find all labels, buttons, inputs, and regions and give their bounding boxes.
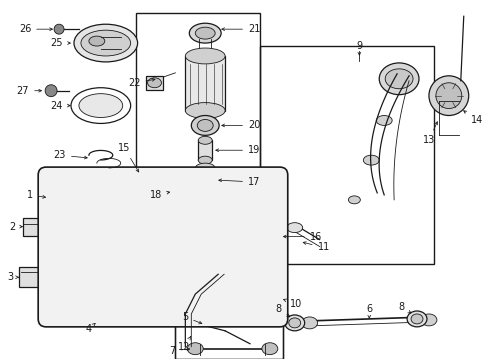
Ellipse shape <box>116 266 196 322</box>
Ellipse shape <box>348 196 360 204</box>
Text: 4: 4 <box>86 323 95 334</box>
Text: 1: 1 <box>27 190 46 200</box>
Bar <box>136 13 260 202</box>
Text: 16: 16 <box>283 231 322 242</box>
Text: 10: 10 <box>284 299 302 309</box>
Text: 26: 26 <box>19 24 52 34</box>
Text: 8: 8 <box>276 304 290 317</box>
Ellipse shape <box>198 156 212 164</box>
Text: 25: 25 <box>50 38 71 48</box>
Text: 9: 9 <box>356 41 363 55</box>
Ellipse shape <box>79 94 122 117</box>
Text: 12: 12 <box>178 337 191 352</box>
Bar <box>169 182 188 200</box>
Ellipse shape <box>81 30 131 56</box>
Ellipse shape <box>376 116 392 125</box>
Ellipse shape <box>196 191 215 201</box>
Ellipse shape <box>166 214 185 226</box>
Ellipse shape <box>74 24 138 62</box>
Ellipse shape <box>363 155 379 165</box>
Text: 20: 20 <box>222 121 260 130</box>
Ellipse shape <box>189 23 221 43</box>
Ellipse shape <box>185 48 225 64</box>
Text: 8: 8 <box>398 302 411 313</box>
Ellipse shape <box>379 63 419 95</box>
Ellipse shape <box>302 317 318 329</box>
Text: 3: 3 <box>7 272 19 282</box>
Text: 14: 14 <box>464 111 483 126</box>
Ellipse shape <box>45 85 57 96</box>
Text: 27: 27 <box>17 86 42 96</box>
Ellipse shape <box>54 24 64 34</box>
Ellipse shape <box>147 78 162 88</box>
Ellipse shape <box>385 69 413 89</box>
Ellipse shape <box>289 318 301 328</box>
Bar <box>185 56 225 111</box>
Bar <box>171 184 186 198</box>
Ellipse shape <box>197 120 213 131</box>
Bar <box>146 76 164 90</box>
Bar <box>23 218 45 235</box>
Bar <box>59 260 74 271</box>
Text: 6: 6 <box>366 304 372 318</box>
Ellipse shape <box>134 279 177 309</box>
Ellipse shape <box>196 27 215 39</box>
Ellipse shape <box>89 36 105 46</box>
Text: 21: 21 <box>222 24 260 34</box>
Ellipse shape <box>87 197 115 213</box>
Ellipse shape <box>421 314 437 326</box>
Ellipse shape <box>429 76 469 116</box>
Bar <box>190 294 206 306</box>
Ellipse shape <box>157 210 193 230</box>
Ellipse shape <box>196 163 215 173</box>
Ellipse shape <box>198 136 212 144</box>
FancyBboxPatch shape <box>38 167 288 327</box>
Ellipse shape <box>407 311 427 327</box>
Ellipse shape <box>287 223 303 233</box>
Bar <box>196 168 215 196</box>
Ellipse shape <box>123 274 187 314</box>
Text: 22: 22 <box>128 78 155 88</box>
Bar <box>198 140 212 160</box>
Text: 18: 18 <box>150 190 170 200</box>
Ellipse shape <box>185 103 225 118</box>
Ellipse shape <box>187 343 203 355</box>
Bar <box>260 46 434 264</box>
Bar <box>79 304 97 318</box>
Ellipse shape <box>285 315 305 331</box>
Text: 13: 13 <box>423 122 438 145</box>
Bar <box>89 307 109 323</box>
Bar <box>175 247 283 359</box>
Ellipse shape <box>191 116 219 135</box>
Text: 5: 5 <box>182 312 202 324</box>
Text: 23: 23 <box>53 150 87 160</box>
Ellipse shape <box>79 193 122 217</box>
Bar <box>56 239 72 251</box>
Ellipse shape <box>262 343 278 355</box>
Ellipse shape <box>411 314 423 324</box>
Text: 15: 15 <box>118 143 139 172</box>
Bar <box>175 244 283 359</box>
Text: 11: 11 <box>303 242 330 252</box>
Text: 17: 17 <box>219 177 260 187</box>
Ellipse shape <box>436 83 462 109</box>
Ellipse shape <box>88 314 98 324</box>
Text: 2: 2 <box>9 222 23 231</box>
Bar <box>19 267 43 287</box>
Ellipse shape <box>200 312 210 322</box>
Text: 24: 24 <box>50 100 70 111</box>
Bar <box>56 215 74 229</box>
Text: 19: 19 <box>216 145 260 155</box>
Text: 7: 7 <box>169 346 190 356</box>
